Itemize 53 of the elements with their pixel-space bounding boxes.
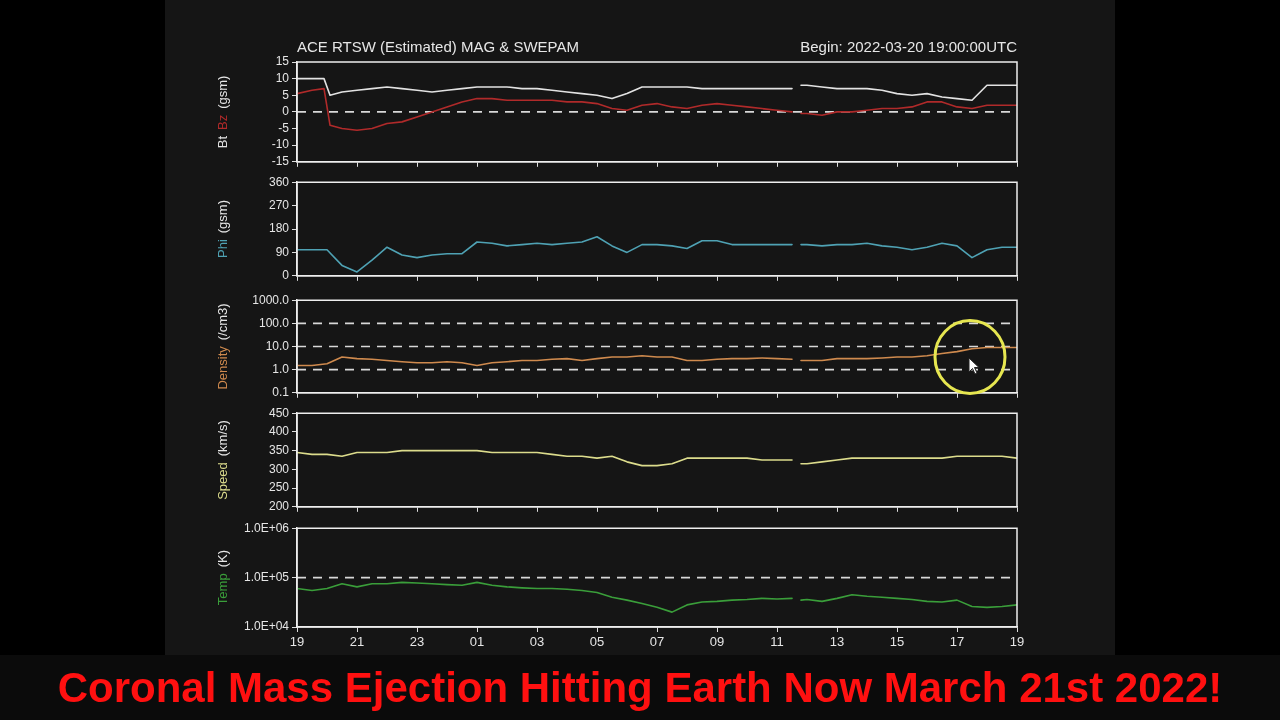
- text: Density: [214, 345, 230, 390]
- y-tick-label: 90: [275, 244, 290, 259]
- y-tick-label: 1.0E+06: [243, 520, 290, 535]
- chart-title: ACE RTSW (Estimated) MAG & SWEPAM: [297, 38, 579, 55]
- y-tick-label: 0: [282, 268, 290, 283]
- y-tick-label: -10: [271, 137, 290, 152]
- x-tick-label: 17: [949, 634, 965, 650]
- y-tick-label: 300: [268, 461, 290, 476]
- text: Temp: [214, 573, 230, 606]
- y-tick-label: 100.0: [258, 315, 290, 330]
- chart-subtitle: Begin: 2022-03-20 19:00:00UTC: [800, 38, 1018, 55]
- y-tick-label: 400: [268, 424, 290, 439]
- text: Speed: [214, 462, 230, 500]
- y-tick-label: 1.0E+04: [243, 619, 290, 634]
- text: Phi: [214, 239, 230, 258]
- y-tick-label: 10.0: [265, 338, 290, 353]
- x-tick-label: 05: [589, 634, 605, 650]
- y-tick-label: 1.0E+05: [243, 569, 290, 584]
- y-tick-label: 350: [268, 442, 290, 457]
- y-tick-label: 270: [268, 197, 290, 212]
- x-tick-label: 23: [409, 634, 425, 650]
- y-axis-title: (/cm3): [214, 303, 230, 341]
- y-axis-title: (gsm): [214, 75, 230, 109]
- x-tick-label: 07: [649, 634, 665, 650]
- text: Bt: [214, 135, 230, 149]
- y-tick-label: 450: [268, 405, 290, 420]
- text: Coronal Mass Ejection Hitting Earth Now March 21st 2022!: [0, 655, 1280, 720]
- x-tick-label: 19: [289, 634, 305, 650]
- x-tick-label: 11: [770, 634, 784, 650]
- y-tick-label: 5: [282, 87, 290, 102]
- y-axis-title: (K): [214, 550, 230, 568]
- text: Bz: [214, 114, 230, 130]
- y-tick-label: 250: [268, 480, 290, 495]
- x-tick-label: 09: [709, 634, 725, 650]
- y-tick-label: 360: [268, 174, 290, 189]
- y-tick-label: -5: [278, 120, 290, 135]
- y-tick-label: 1.0: [272, 361, 290, 376]
- y-tick-label: 10: [275, 70, 290, 85]
- y-tick-label: 15: [275, 54, 290, 69]
- y-axis-title: (km/s): [214, 420, 230, 457]
- y-tick-label: 180: [268, 221, 290, 236]
- y-tick-label: 1000.0: [252, 292, 290, 307]
- x-tick-label: 01: [469, 634, 485, 650]
- y-tick-label: 0: [282, 104, 290, 119]
- y-tick-label: -15: [271, 154, 290, 169]
- y-axis-title: (gsm): [214, 200, 230, 234]
- x-tick-label: 03: [529, 634, 545, 650]
- x-tick-label: 19: [1009, 634, 1025, 650]
- x-tick-label: 15: [889, 634, 905, 650]
- x-tick-label: 13: [829, 634, 845, 650]
- y-tick-label: 200: [268, 499, 290, 514]
- y-tick-label: 0.1: [272, 385, 290, 400]
- x-tick-label: 21: [349, 634, 365, 650]
